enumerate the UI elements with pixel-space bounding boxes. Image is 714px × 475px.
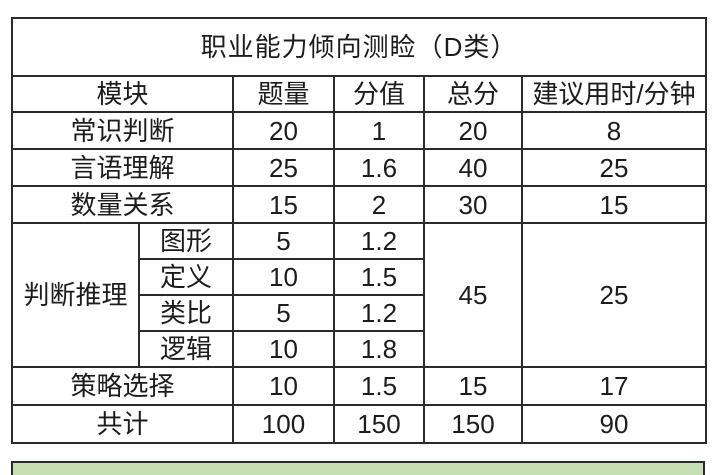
cell-changshi-total: 20 <box>423 111 523 150</box>
cell-gongji-label: 共计 <box>11 404 234 444</box>
cell-leibi-score: 1.2 <box>333 294 425 332</box>
table-row-panduan-luoji: 逻辑 10 1.8 <box>12 330 706 368</box>
table-row-celue: 策略选择 10 1.5 15 17 <box>11 366 708 406</box>
cell-gongji-time: 90 <box>520 404 708 444</box>
cell-yanyu-total: 40 <box>423 148 523 187</box>
cell-shuliang-time: 15 <box>520 185 708 224</box>
cell-tuxing-label: 图形 <box>138 222 234 260</box>
aptitude-test-table: 职业能力倾向测睑（D类） 模块 题量 分值 总分 建议用时/分钟 常识判断 20… <box>10 17 708 444</box>
cell-shuliang-total: 30 <box>423 185 523 224</box>
cell-yanyu-count: 25 <box>232 148 335 187</box>
cell-tuxing-count: 5 <box>232 222 335 260</box>
cell-changshi-score: 1 <box>333 111 425 150</box>
cell-panduan-label: 判断推理 <box>11 222 140 368</box>
cell-dingyi-count: 10 <box>232 258 335 296</box>
cell-celue-label: 策略选择 <box>11 366 234 406</box>
bottom-green-strip <box>11 461 705 475</box>
col-header-module: 模块 <box>11 75 234 113</box>
cell-celue-count: 10 <box>232 366 335 406</box>
table-row-gongji: 共计 100 150 150 90 <box>11 404 708 444</box>
table-row-panduan-leibi: 类比 5 1.2 <box>12 294 706 332</box>
col-header-count: 题量 <box>232 75 335 113</box>
table-row-panduan-tuxing: 判断推理 图形 5 1.2 45 25 <box>11 222 708 368</box>
cell-leibi-count: 5 <box>232 294 335 332</box>
cell-luoji-score: 1.8 <box>333 330 425 368</box>
cell-shuliang-label: 数量关系 <box>11 185 234 224</box>
cell-gongji-total: 150 <box>423 404 523 444</box>
col-header-score: 分值 <box>333 75 425 113</box>
cell-luoji-label: 逻辑 <box>138 330 234 368</box>
cell-changshi-time: 8 <box>520 111 708 150</box>
table-row-yanyu: 言语理解 25 1.6 40 25 <box>11 148 708 187</box>
cell-shuliang-count: 15 <box>232 185 335 224</box>
table-row-panduan-dingyi: 定义 10 1.5 <box>12 258 706 296</box>
table-title: 职业能力倾向测睑（D类） <box>10 17 708 77</box>
cell-leibi-label: 类比 <box>138 294 234 332</box>
cell-tuxing-score: 1.2 <box>333 222 425 260</box>
cell-panduan-total: 45 <box>423 222 523 368</box>
table-row-shuliang: 数量关系 15 2 30 15 <box>11 185 708 224</box>
cell-celue-time: 17 <box>520 366 708 406</box>
cell-celue-total: 15 <box>423 366 523 406</box>
cell-celue-score: 1.5 <box>333 366 425 406</box>
cell-dingyi-score: 1.5 <box>333 258 425 296</box>
cell-changshi-label: 常识判断 <box>11 111 234 150</box>
cell-gongji-score: 150 <box>333 404 425 444</box>
table-row-changshi: 常识判断 20 1 20 8 <box>11 111 708 150</box>
title-row: 职业能力倾向测睑（D类） <box>10 17 708 77</box>
col-header-total: 总分 <box>423 75 523 113</box>
cell-panduan-time: 25 <box>520 222 708 368</box>
cell-yanyu-time: 25 <box>520 148 708 187</box>
cell-luoji-count: 10 <box>232 330 335 368</box>
cell-gongji-count: 100 <box>232 404 335 444</box>
cell-changshi-count: 20 <box>232 111 335 150</box>
cell-yanyu-score: 1.6 <box>333 148 425 187</box>
cell-yanyu-label: 言语理解 <box>11 148 234 187</box>
cell-shuliang-score: 2 <box>333 185 425 224</box>
header-row: 模块 题量 分值 总分 建议用时/分钟 <box>11 75 708 113</box>
col-header-time: 建议用时/分钟 <box>520 75 708 113</box>
cell-dingyi-label: 定义 <box>138 258 234 296</box>
